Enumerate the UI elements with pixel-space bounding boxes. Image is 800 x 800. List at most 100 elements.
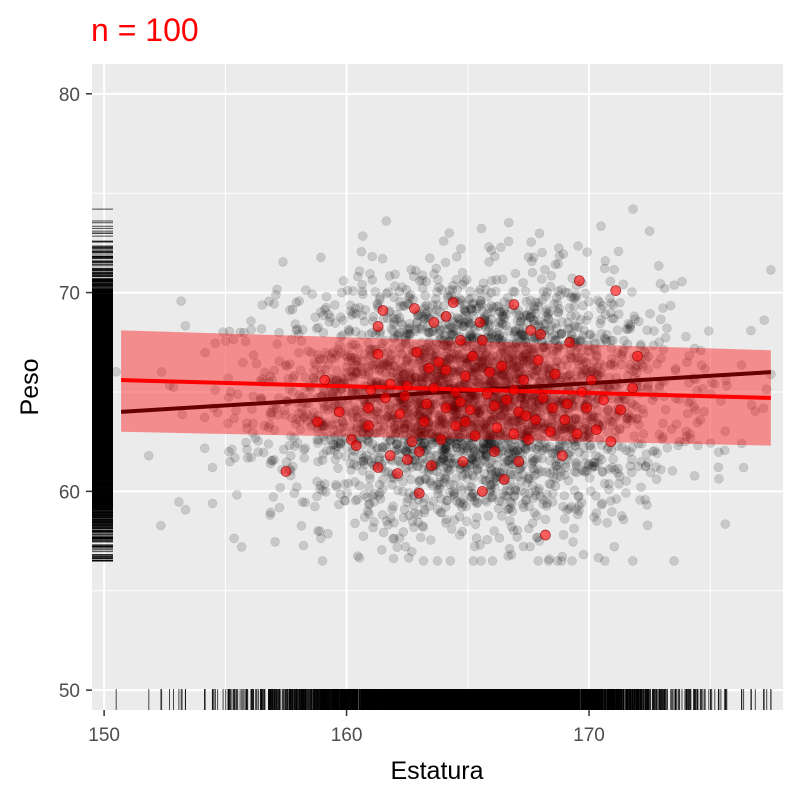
sample-point (423, 362, 435, 374)
population-point (328, 439, 339, 450)
population-point (575, 314, 586, 325)
population-point (409, 508, 420, 518)
population-point (554, 434, 565, 445)
population-point (352, 418, 363, 429)
population-point (484, 435, 495, 445)
population-point (359, 316, 370, 327)
population-point (510, 485, 521, 495)
sample-point (484, 366, 496, 378)
population-point (445, 556, 456, 566)
population-point (527, 267, 538, 278)
population-point (553, 307, 564, 318)
population-point (635, 495, 645, 505)
population-point (433, 274, 443, 285)
population-point (457, 526, 468, 537)
population-point (570, 458, 581, 469)
population-point (497, 274, 508, 285)
sample-point (573, 275, 585, 287)
population-point (531, 308, 541, 318)
population-point (396, 317, 406, 328)
population-point (331, 479, 341, 490)
population-point (497, 309, 508, 320)
population-point (606, 445, 617, 456)
population-point (334, 339, 345, 350)
population-point (662, 323, 672, 334)
population-point (503, 236, 514, 247)
sample-point (598, 394, 609, 406)
population-point (337, 287, 347, 298)
population-point (420, 474, 431, 485)
population-point (486, 416, 497, 426)
population-point (586, 443, 597, 454)
population-point (357, 286, 368, 297)
sample-point (409, 303, 420, 314)
population-point (494, 435, 504, 446)
sample-point (406, 436, 418, 448)
sample-point (312, 416, 323, 428)
sample-point (426, 460, 437, 471)
population-point (478, 278, 489, 288)
population-point (270, 536, 280, 547)
population-point (294, 296, 305, 306)
population-point (478, 436, 489, 447)
sample-point (394, 408, 406, 420)
sample-point (476, 334, 488, 346)
population-point (228, 334, 239, 345)
population-point (720, 519, 731, 529)
sample-point (498, 474, 510, 485)
population-point (545, 281, 556, 292)
population-point (518, 277, 528, 288)
population-point (446, 341, 457, 352)
population-point (483, 510, 494, 521)
population-point (689, 470, 700, 481)
population-point (713, 462, 724, 473)
sample-point (532, 354, 544, 366)
population-point (461, 306, 471, 317)
population-point (343, 478, 353, 489)
population-point (462, 443, 473, 453)
population-point (507, 498, 517, 509)
sample-point (377, 305, 389, 316)
population-point (460, 310, 471, 320)
population-point (477, 474, 488, 485)
population-point (361, 450, 372, 461)
population-point (344, 366, 355, 376)
population-point (534, 483, 544, 494)
population-point (640, 461, 651, 471)
sample-point (547, 402, 559, 414)
population-point (667, 466, 678, 476)
population-point (570, 311, 581, 321)
population-point (476, 223, 487, 234)
population-point (499, 462, 510, 473)
population-point (567, 556, 577, 566)
population-point (446, 524, 457, 534)
population-point (360, 304, 371, 315)
population-point (719, 445, 730, 456)
sample-point (433, 356, 445, 368)
population-point (630, 314, 640, 325)
population-point (292, 438, 303, 448)
population-point (435, 325, 446, 336)
population-point (526, 237, 537, 247)
population-point (358, 531, 369, 542)
population-point (494, 533, 505, 543)
sample-point (549, 368, 561, 380)
sample-point (535, 328, 546, 340)
population-point (362, 506, 373, 517)
sample-point (392, 468, 403, 479)
sample-point (556, 450, 568, 461)
population-point (316, 252, 326, 263)
population-point (388, 501, 398, 512)
population-point (574, 447, 584, 458)
population-point (442, 463, 453, 474)
sample-point (459, 416, 471, 428)
population-point (364, 361, 375, 371)
population-point (548, 465, 558, 475)
population-point (271, 289, 281, 300)
population-point (551, 323, 562, 334)
population-point (441, 445, 451, 455)
population-point (542, 498, 553, 509)
population-point (333, 438, 344, 448)
population-point (542, 340, 553, 350)
population-point (313, 435, 324, 445)
